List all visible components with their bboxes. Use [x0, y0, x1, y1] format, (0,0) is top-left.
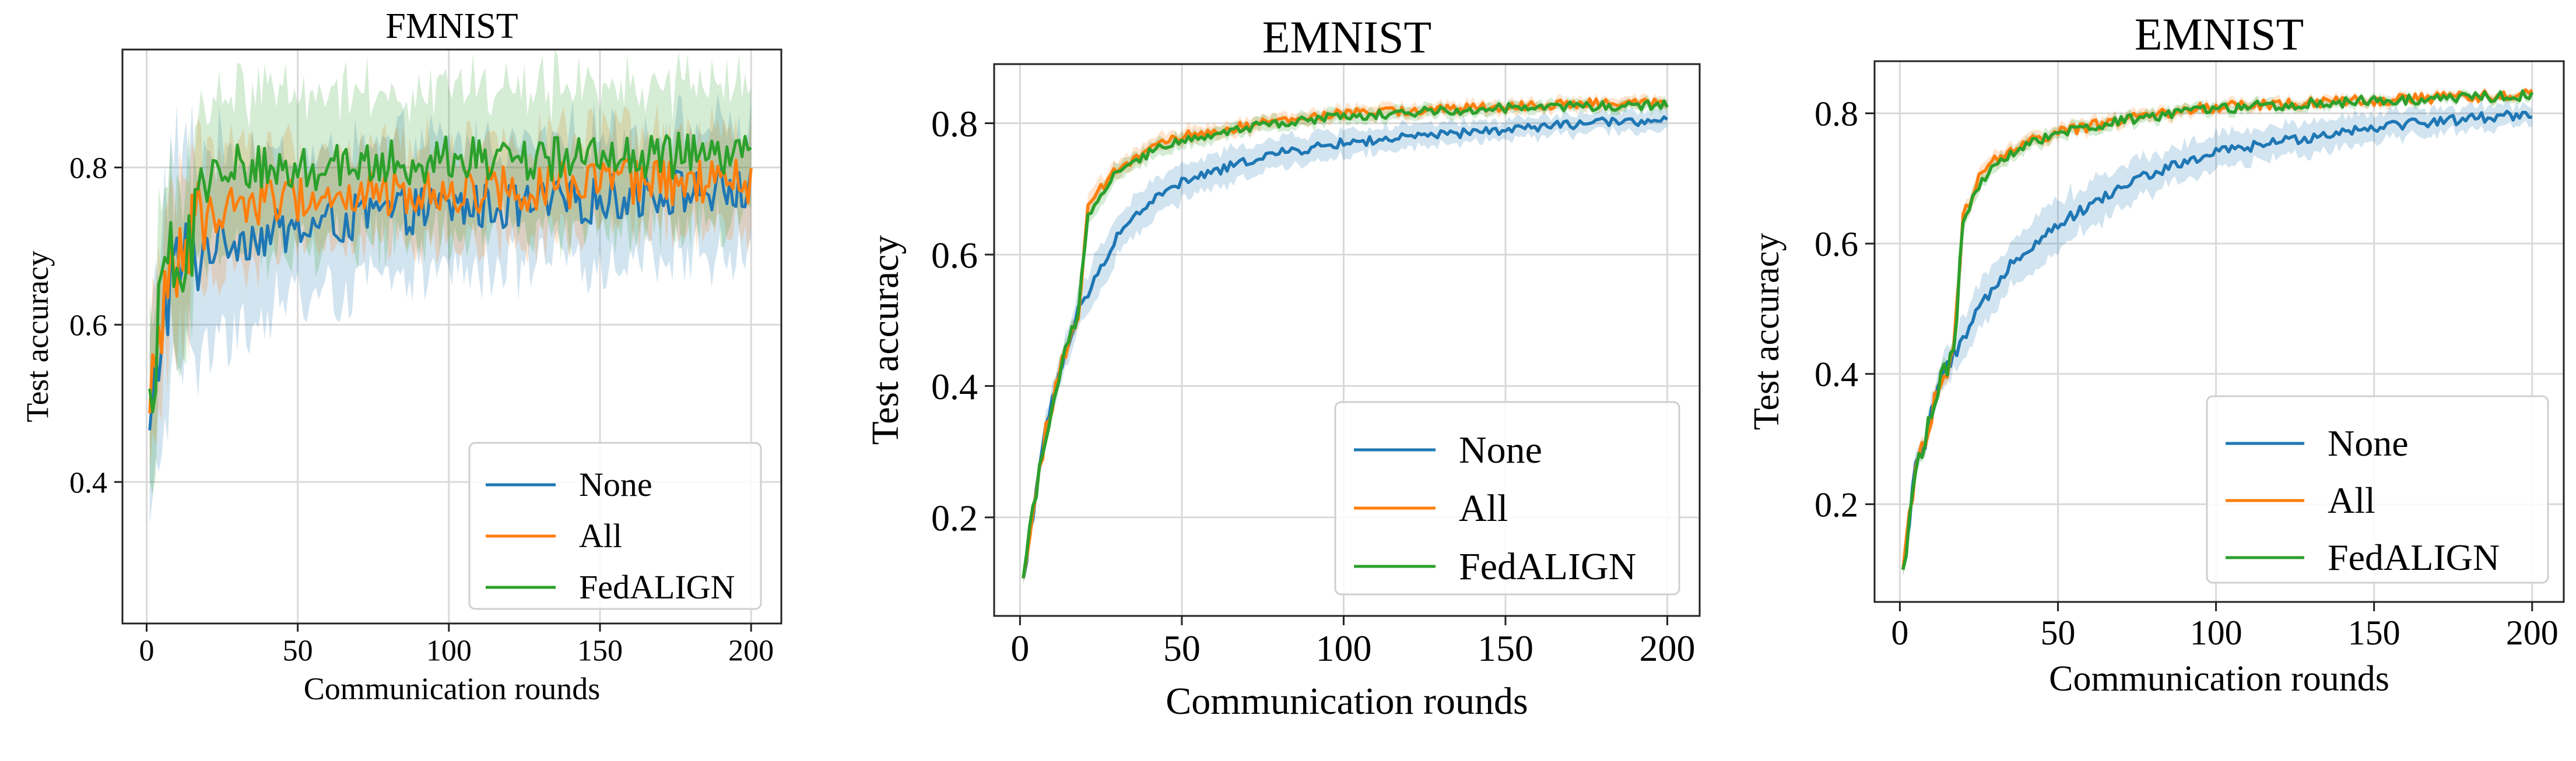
- series-line-none: [1022, 115, 1669, 579]
- series-line-none: [1901, 110, 2532, 570]
- x-tick-label: 50: [1163, 628, 1201, 669]
- y-tick-label: 0.4: [69, 466, 107, 499]
- x-tick-label: 100: [426, 634, 472, 667]
- x-tick-label: 0: [139, 634, 154, 667]
- x-tick-label: 150: [577, 634, 623, 667]
- y-tick-label: 0.4: [931, 366, 978, 407]
- y-tick-label: 0.6: [931, 234, 978, 276]
- x-tick-label: 100: [2190, 614, 2242, 652]
- y-tick-label: 0.2: [1815, 485, 1858, 524]
- legend-label: None: [1459, 429, 1542, 471]
- legend-label: FedALIGN: [579, 568, 735, 606]
- series-line-fedalign: [148, 131, 752, 414]
- plot-area: [1022, 93, 1669, 586]
- x-tick-label: 150: [2348, 614, 2400, 652]
- y-axis-label: Test accuracy: [20, 251, 55, 422]
- confidence-band-none: [1903, 98, 2532, 577]
- chart-panel-1: 0 50 100 150 200 0.4 0.6 0.8 FMNIST Communication…: [20, 6, 782, 706]
- legend: None All FedALIGN: [468, 442, 762, 610]
- chart-panel-2: 0 50 100 150 200 0.2 0.4 0.6 0.8 EMNIST Communicat…: [864, 12, 1701, 723]
- plot-area: [148, 50, 753, 524]
- y-tick-label: 0.8: [1815, 94, 1858, 133]
- y-tick-label: 0.8: [931, 103, 978, 145]
- legend-label: None: [2328, 422, 2409, 464]
- x-tick-label: 0: [1010, 628, 1029, 669]
- legend-label: All: [2328, 480, 2375, 521]
- grid-lines: [122, 50, 781, 623]
- series-line-all: [148, 158, 753, 414]
- chart-panel-3: 0 50 100 150 200 0.2 0.4 0.6 0.8 EMNIST Communicat…: [1747, 9, 2565, 699]
- legend-label: FedALIGN: [2328, 537, 2500, 578]
- axes-frame: [1873, 60, 2565, 603]
- y-tick-label: 0.4: [1815, 355, 1858, 394]
- y-tick-label: 0.8: [69, 152, 107, 185]
- series-line-fedalign: [1022, 99, 1669, 579]
- x-tick-label: 200: [728, 634, 774, 667]
- x-tick-label: 200: [1639, 628, 1695, 669]
- x-axis-label: Communication rounds: [304, 671, 600, 706]
- y-tick-label: 0.2: [931, 497, 978, 538]
- y-axis-label: Test accuracy: [1747, 233, 1787, 430]
- legend: None All FedALIGN: [2206, 395, 2549, 584]
- x-tick-label: 100: [1315, 628, 1371, 669]
- x-tick-label: 50: [283, 634, 313, 667]
- x-axis-label: Communication rounds: [2049, 659, 2389, 699]
- chart-title: EMNIST: [2135, 9, 2304, 59]
- y-axis-label: Test accuracy: [864, 235, 907, 445]
- x-tick-label: 150: [1477, 628, 1533, 669]
- legend-label: FedALIGN: [1459, 545, 1636, 588]
- chart-title: FMNIST: [385, 6, 518, 46]
- y-tick-label: 0.6: [69, 309, 107, 342]
- plot-area: [1901, 86, 2534, 577]
- legend-label: All: [579, 517, 622, 555]
- legend-label: None: [579, 466, 652, 503]
- y-tick-label: 0.6: [1815, 225, 1858, 263]
- axes-frame: [993, 63, 1701, 617]
- chart-title: EMNIST: [1262, 12, 1431, 62]
- x-tick-label: 50: [2040, 614, 2075, 652]
- series-line-fedalign: [1901, 89, 2534, 570]
- x-tick-label: 200: [2506, 614, 2559, 652]
- axes-frame: [121, 48, 782, 625]
- x-tick-label: 0: [1891, 614, 1908, 652]
- legend-label: All: [1459, 487, 1508, 530]
- x-axis-label: Communication rounds: [1166, 680, 1528, 723]
- legend: None All FedALIGN: [1334, 401, 1680, 596]
